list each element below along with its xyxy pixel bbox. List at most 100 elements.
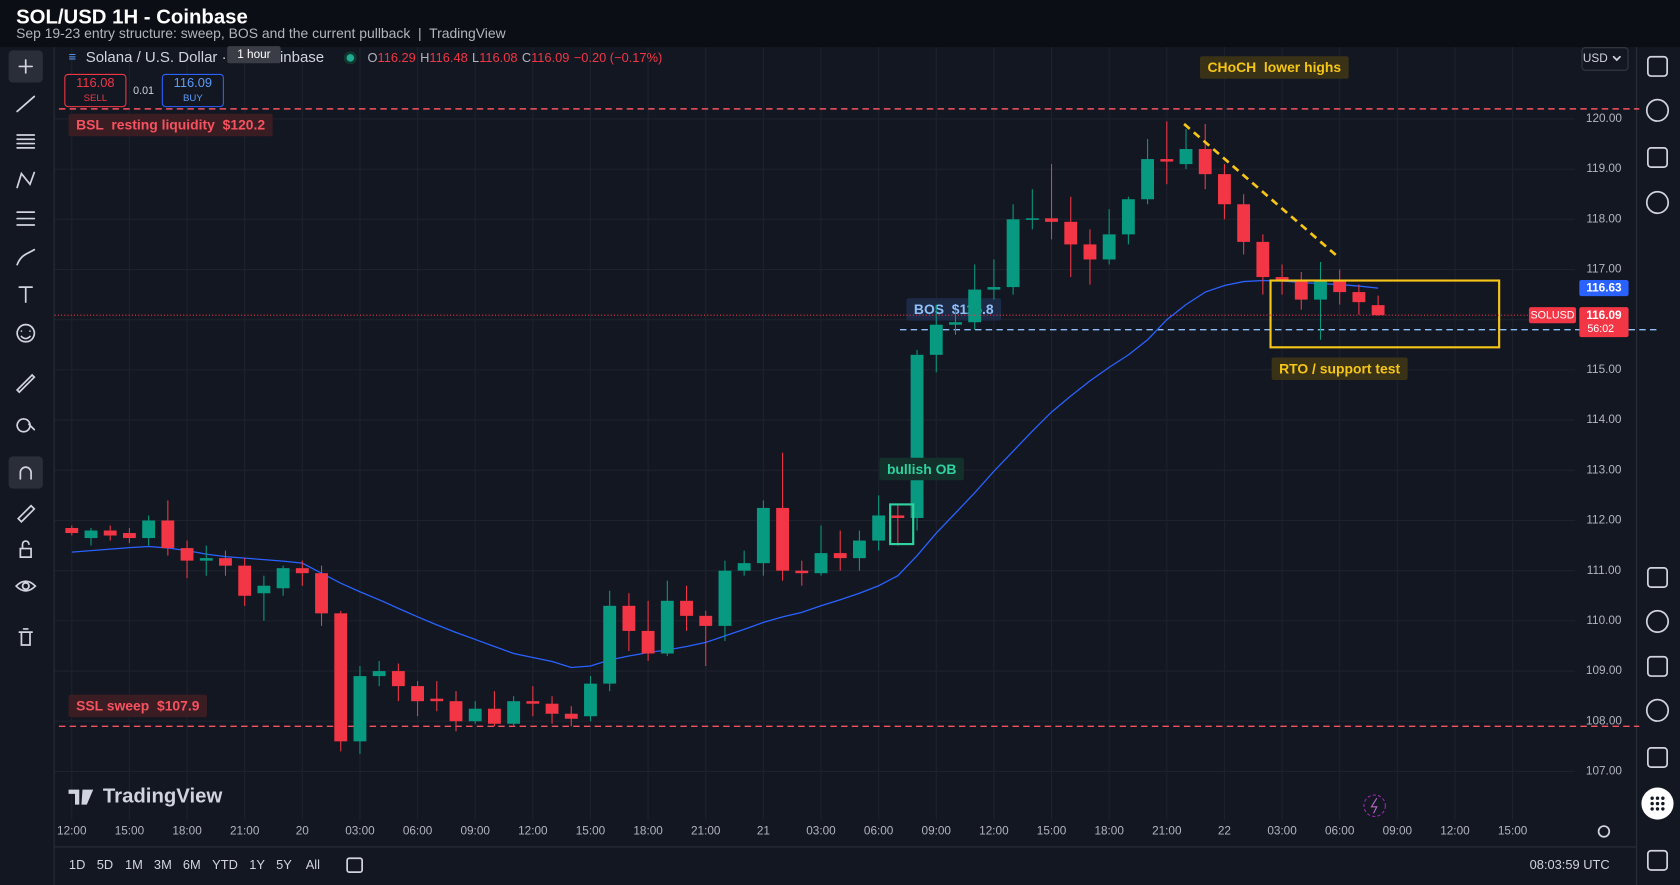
apps-dot: [1650, 801, 1654, 806]
symbol-name[interactable]: Solana / U.S. Dollar · 1h · Coinbase: [86, 49, 324, 66]
candle-body: [833, 553, 847, 559]
tool-icon[interactable]: [16, 134, 36, 149]
menu-icon[interactable]: ≡: [69, 49, 77, 64]
zone-label: bullish OB: [887, 461, 957, 477]
header-band: [0, 0, 1680, 48]
chevron: [1612, 55, 1621, 62]
tool-icon[interactable]: [17, 504, 36, 523]
range-button[interactable]: All: [306, 857, 320, 872]
trendline-label: CHoCH lower highs: [1208, 59, 1342, 75]
tool-icon[interactable]: [18, 628, 33, 646]
tool-icon[interactable]: [15, 373, 36, 394]
range-button[interactable]: YTD: [212, 857, 238, 872]
status-dot: [346, 54, 355, 62]
calendar-icon[interactable]: [346, 857, 363, 873]
tool-icon[interactable]: [16, 211, 36, 226]
y-tick-label: 120.00: [1586, 112, 1622, 125]
side-icon[interactable]: [1645, 98, 1670, 122]
side-icon[interactable]: [1645, 609, 1670, 633]
x-tick-label: 21:00: [230, 825, 260, 838]
x-tick-label: 21: [757, 825, 770, 838]
candle-body: [622, 605, 636, 631]
candle-body: [1198, 149, 1212, 175]
candle-body: [122, 533, 136, 539]
tool-icon[interactable]: [18, 59, 33, 74]
side-icon[interactable]: [1645, 190, 1670, 215]
x-tick-label: 18:00: [633, 825, 663, 838]
range-button[interactable]: 5Y: [276, 857, 292, 872]
tooltip-box: [227, 46, 281, 64]
tool-active-bg: [8, 456, 43, 489]
ohlc-value: 116.48: [429, 50, 467, 65]
apps-dot: [1655, 807, 1660, 811]
candle-body: [776, 507, 790, 571]
x-tick-label: 12:00: [518, 825, 548, 838]
candle-body: [756, 507, 770, 564]
candle-body: [795, 570, 809, 574]
range-button[interactable]: 1M: [125, 857, 143, 872]
right-toolbar: [1636, 47, 1680, 885]
settings-icon[interactable]: [1597, 825, 1611, 838]
level-label: SSL sweep $107.9: [76, 698, 200, 714]
x-tick-label: 03:00: [806, 825, 836, 838]
currency: USD: [1583, 52, 1608, 65]
trendline-label-bg: [1200, 56, 1349, 79]
candle-body: [526, 701, 540, 704]
range-button[interactable]: 1Y: [249, 857, 265, 872]
x-tick-label: 20: [296, 825, 310, 838]
buy-price: 116.09: [174, 75, 212, 90]
tool-icon[interactable]: [16, 171, 36, 189]
tool-icon[interactable]: [16, 323, 36, 343]
candle-body: [891, 515, 905, 518]
y-tick-label: 119.00: [1586, 162, 1622, 175]
zone-label-bg: [879, 457, 964, 481]
side-icon[interactable]: [1647, 55, 1668, 77]
side-icon[interactable]: [1647, 849, 1668, 871]
range-button[interactable]: 5D: [97, 857, 113, 872]
chart-subtitle: Sep 19-23 entry structure: sweep, BOS an…: [16, 25, 507, 41]
range-button[interactable]: 1D: [69, 857, 85, 872]
tool-icon[interactable]: [19, 466, 32, 480]
tool-icon[interactable]: [16, 418, 36, 433]
x-tick-label: 03:00: [1267, 825, 1297, 838]
y-tick-label: 108.00: [1586, 714, 1622, 727]
candle-body: [1064, 221, 1078, 245]
tool-icon[interactable]: [18, 286, 33, 303]
side-icon[interactable]: [1645, 698, 1670, 722]
sell-button[interactable]: [64, 73, 127, 108]
tool-icon[interactable]: [16, 95, 36, 113]
zone-label-bg: [1271, 357, 1408, 380]
x-tick-label: 21:00: [1152, 825, 1182, 838]
candle-body: [449, 701, 463, 722]
range-button[interactable]: 3M: [154, 857, 172, 872]
replay-icon[interactable]: [1363, 794, 1386, 817]
candle-body: [295, 568, 309, 574]
buy-button[interactable]: [161, 73, 224, 108]
tool-icon[interactable]: [15, 580, 37, 592]
range-button[interactable]: 6M: [183, 857, 201, 872]
candle-body: [219, 558, 232, 566]
side-icon[interactable]: [1647, 567, 1668, 588]
candle-body: [84, 530, 98, 539]
side-icon[interactable]: [1647, 655, 1668, 677]
currency-select[interactable]: [1581, 47, 1629, 71]
candle-body: [199, 558, 213, 561]
candle-body: [391, 671, 405, 687]
side-icon[interactable]: [1647, 747, 1668, 768]
x-tick-label: 06:00: [1325, 825, 1355, 838]
candle-body: [929, 324, 943, 355]
candle-body: [641, 630, 655, 654]
candle-body: [737, 563, 751, 571]
countdown: 56:02: [1587, 323, 1614, 335]
lightning: [1370, 797, 1378, 814]
tool-icon[interactable]: [19, 540, 32, 558]
side-icon[interactable]: [1647, 147, 1668, 168]
tool-icon[interactable]: [16, 248, 36, 266]
level-label-bg: [68, 113, 273, 137]
candle-body: [564, 713, 578, 719]
candle-body: [1141, 159, 1155, 200]
candle-body: [584, 683, 597, 717]
y-tick-label: 117.00: [1586, 263, 1622, 276]
x-tick-label: 21:00: [691, 825, 721, 838]
